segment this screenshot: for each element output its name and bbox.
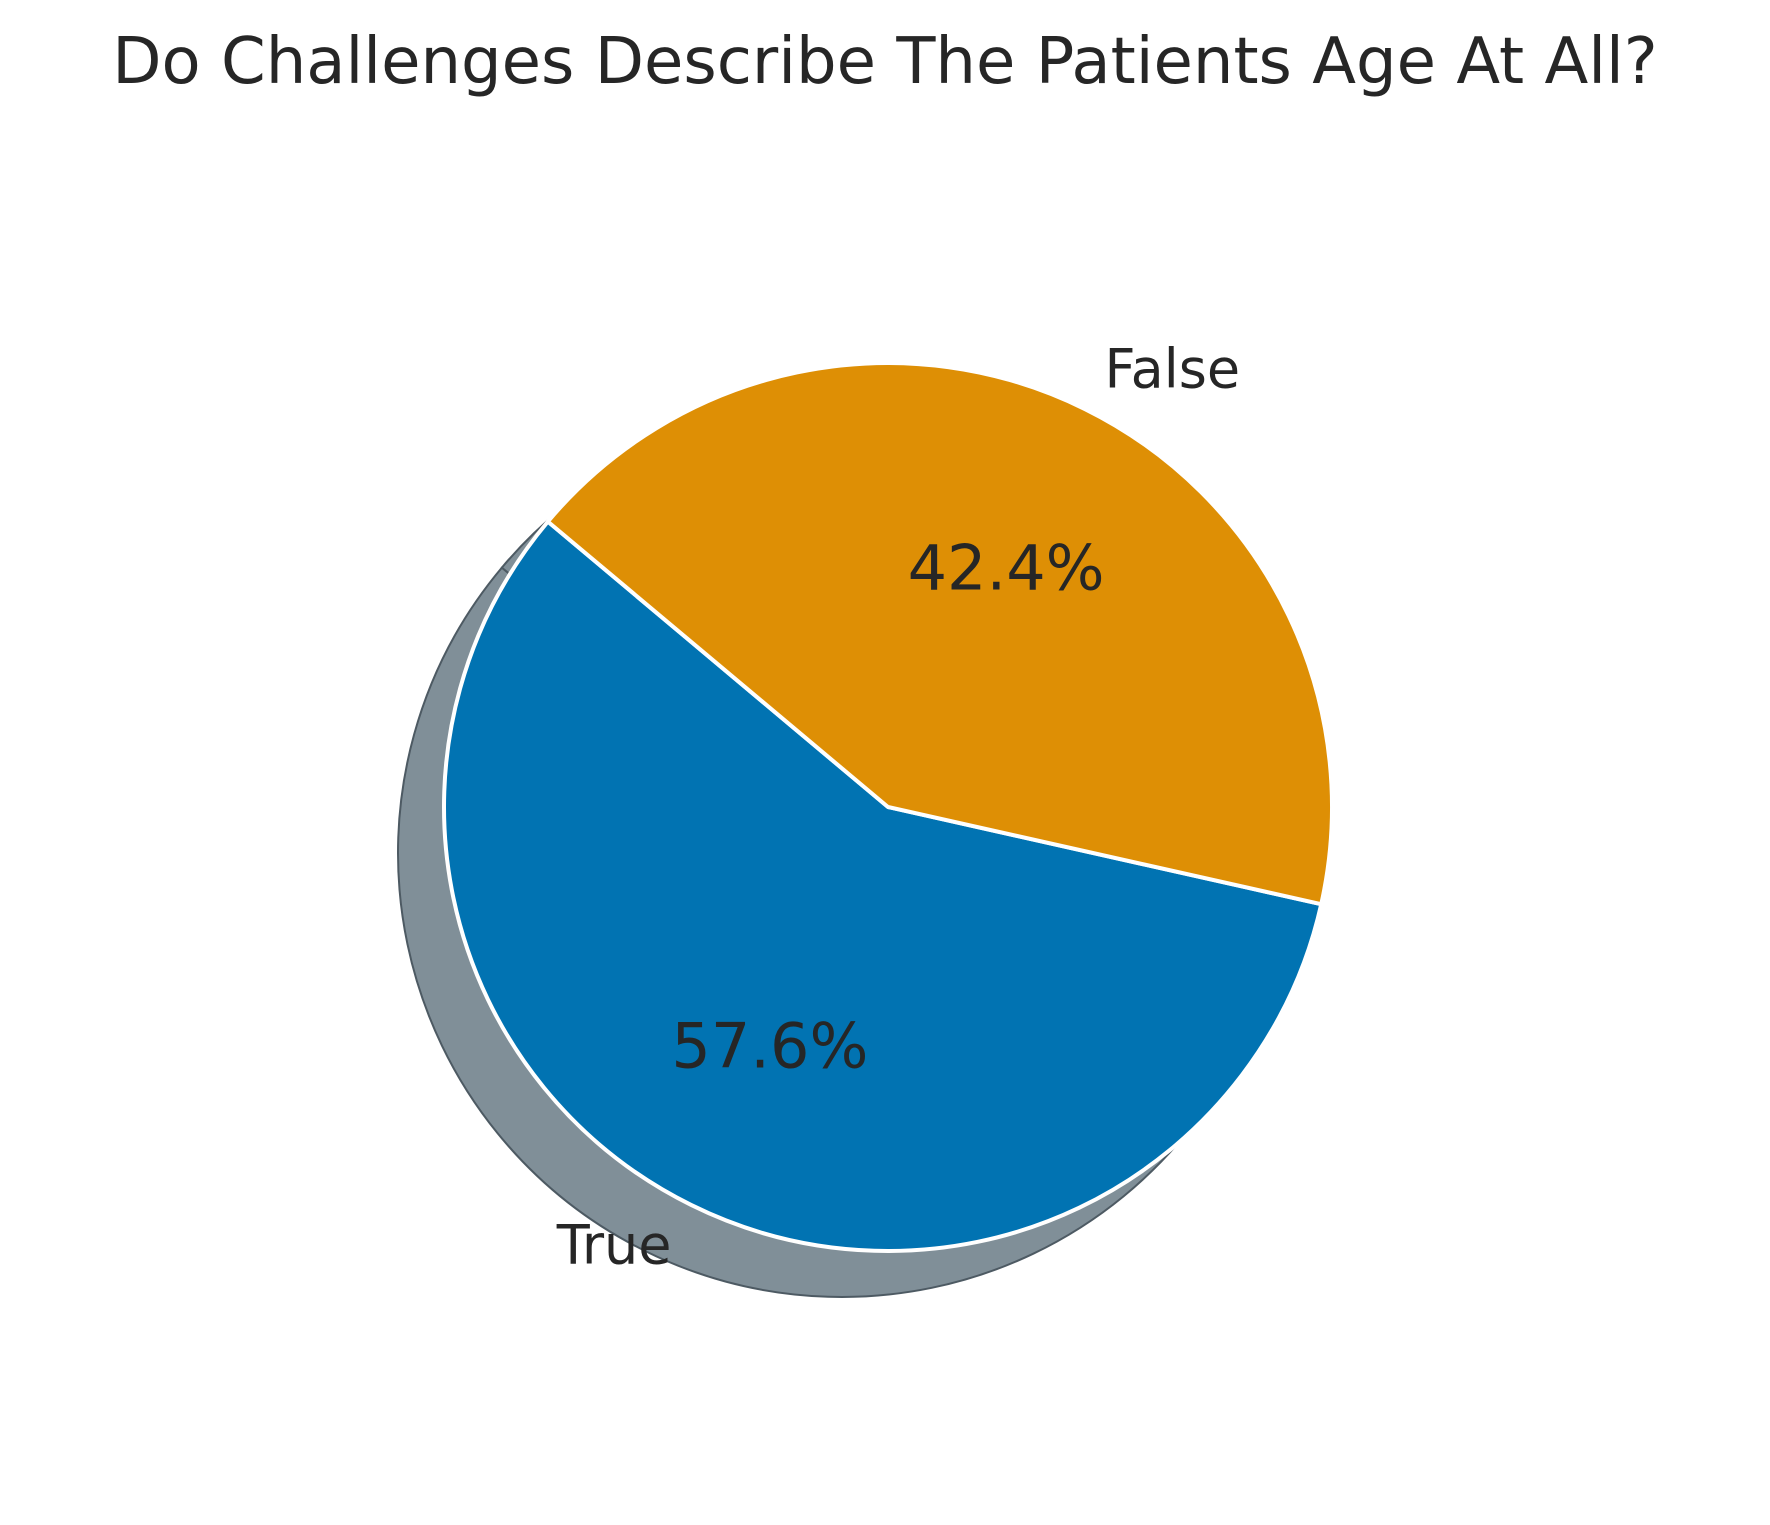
slice-true — [442, 519, 1324, 1253]
chart-title: Do Challenges Describe The Patients Age … — [112, 25, 1658, 99]
pie-labels: True 57.6% False 42.4% — [556, 338, 1240, 1277]
slice-pct-true: 57.6% — [671, 1009, 868, 1082]
slice-label-true: True — [556, 1213, 672, 1276]
pie-slices — [442, 361, 1334, 1253]
slice-label-false: False — [1105, 338, 1241, 401]
slice-pct-false: 42.4% — [908, 532, 1105, 605]
slice-false — [545, 361, 1334, 907]
